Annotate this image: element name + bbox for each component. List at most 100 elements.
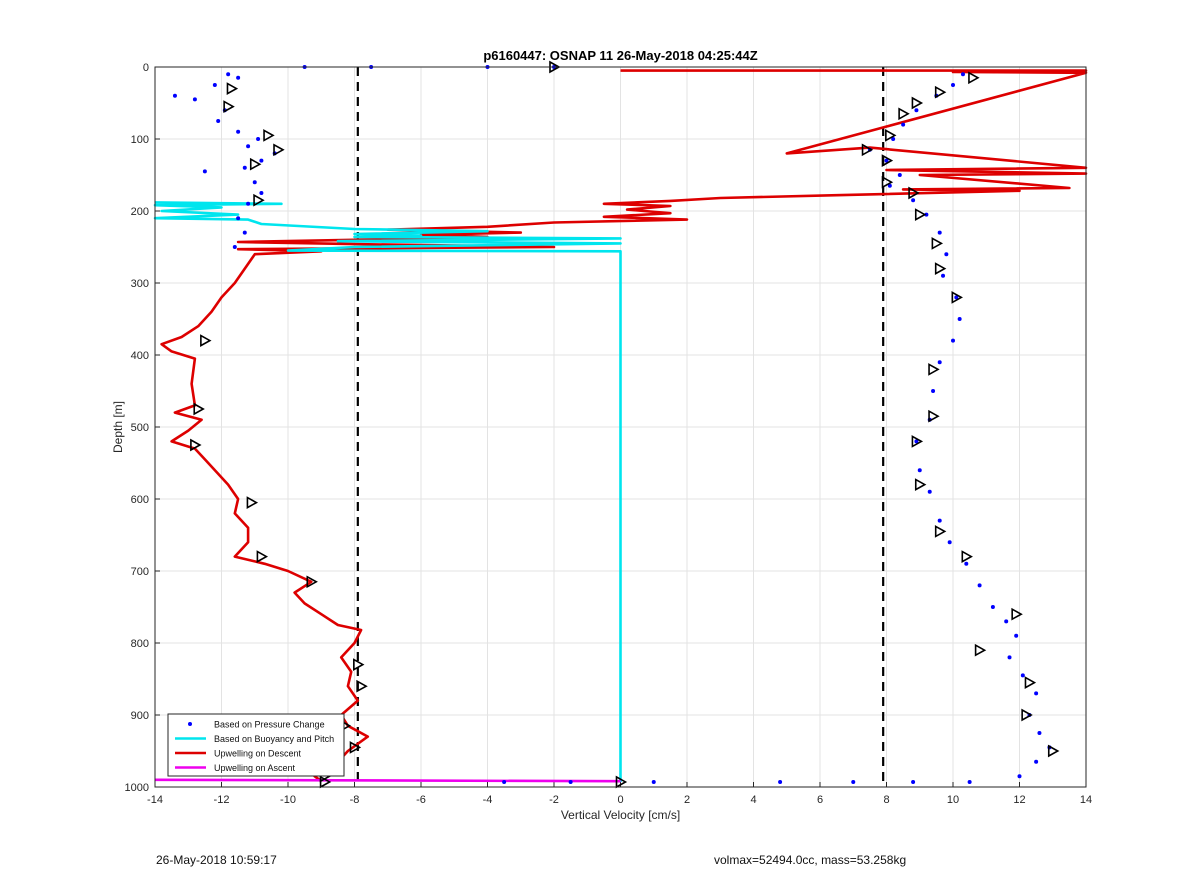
pressure-point <box>242 165 247 170</box>
pressure-point <box>568 779 573 784</box>
pressure-point <box>931 389 936 393</box>
pressure-point <box>246 144 251 149</box>
triangle-marker <box>961 550 973 563</box>
triangle-markers <box>190 60 1060 789</box>
triangle-marker <box>974 643 987 657</box>
triangle-marker <box>356 679 368 693</box>
y-tick-label: 1000 <box>125 782 149 794</box>
y-tick-label: 200 <box>131 206 149 218</box>
x-tick-label: -8 <box>350 794 360 806</box>
triangle-marker <box>911 96 924 110</box>
pressure-point <box>192 97 197 102</box>
pressure-point <box>914 439 919 444</box>
triangle-marker <box>928 363 940 376</box>
triangle-marker <box>934 262 947 275</box>
pressure-point <box>202 169 207 174</box>
x-tick-label: -6 <box>416 794 426 806</box>
axes-frame <box>154 66 1087 788</box>
pressure-point <box>951 83 955 87</box>
pressure-point <box>960 72 965 77</box>
triangle-marker <box>914 478 927 491</box>
y-tick-label: 600 <box>131 494 149 506</box>
triangle-marker <box>1024 676 1037 689</box>
x-tick-label: -2 <box>549 794 559 806</box>
pressure-point <box>941 273 946 278</box>
legend-swatch <box>188 722 192 726</box>
pressure-point <box>778 779 783 784</box>
pressure-point <box>242 230 247 235</box>
legend-box <box>167 713 345 777</box>
triangle-marker <box>1021 708 1033 722</box>
triangle-marker <box>200 334 212 347</box>
pressure-point <box>259 158 264 163</box>
triangle-marker <box>928 409 940 423</box>
triangle-marker <box>319 775 332 789</box>
pressure-point <box>236 216 241 221</box>
y-tick-label: 900 <box>131 710 149 722</box>
pressure-point <box>216 119 221 123</box>
pressure-point <box>917 468 922 473</box>
triangle-marker <box>861 143 874 157</box>
triangle-marker <box>1047 744 1060 758</box>
pressure-point <box>914 108 919 113</box>
pressure-point <box>954 295 959 300</box>
legend-label: Upwelling on Ascent <box>214 763 296 773</box>
pressure-point <box>1020 673 1025 678</box>
y-tick-label: 100 <box>131 134 149 146</box>
triangle-marker <box>223 100 235 113</box>
pressure-point <box>937 230 942 235</box>
triangle-marker <box>931 237 944 250</box>
series-line-upwelling-on-ascent <box>154 778 621 783</box>
x-tick-label: -12 <box>214 794 230 806</box>
triangle-marker <box>914 208 927 221</box>
triangle-marker <box>881 154 894 167</box>
footer-timestamp: 26-May-2018 10:59:17 <box>156 853 277 867</box>
y-tick-label: 800 <box>131 638 149 650</box>
pressure-point <box>252 180 257 185</box>
pressure-point <box>232 245 237 249</box>
triangle-marker <box>306 575 318 589</box>
pressure-point <box>887 183 892 188</box>
x-tick-label: 2 <box>684 794 690 806</box>
triangle-marker <box>190 438 202 452</box>
x-axis-label: Vertical Velocity [cm/s] <box>561 808 680 822</box>
triangle-marker <box>908 186 920 200</box>
pressure-point <box>977 583 982 588</box>
triangle-marker <box>911 435 924 448</box>
triangle-marker <box>898 107 910 121</box>
pressure-point <box>990 605 995 609</box>
pressure-point <box>1034 691 1039 696</box>
pressure-point <box>1017 774 1022 779</box>
x-tick-labels: -14 -12 -10 -8 -6 -4 -2 0 2 4 6 8 10 12 14 <box>147 794 1092 806</box>
triangle-marker <box>353 658 365 671</box>
triangle-marker <box>256 550 269 563</box>
triangle-marker <box>885 129 897 142</box>
legend: Based on Pressure Change Based on Buoyanc… <box>167 713 345 777</box>
y-tick-labels: 0 100 200 300 400 500 600 700 800 900 1000 <box>125 62 149 794</box>
y-tick-label: 400 <box>131 350 149 362</box>
pressure-point <box>1014 633 1019 638</box>
series-line-based-on-buoyancy-and-pitch <box>153 201 622 782</box>
triangle-marker <box>881 175 894 189</box>
triangle-marker <box>934 85 947 99</box>
pressure-change-points <box>172 65 1052 784</box>
y-tick-label: 700 <box>131 566 149 578</box>
pressure-point <box>246 201 251 206</box>
triangle-marker <box>263 129 275 142</box>
legend-label: Based on Pressure Change <box>214 720 325 730</box>
triangle-marker <box>246 496 259 509</box>
pressure-point <box>937 518 942 523</box>
pressure-point <box>924 212 929 217</box>
pressure-point <box>957 317 962 321</box>
pressure-point <box>172 93 177 98</box>
pressure-point <box>947 540 952 545</box>
pressure-point <box>884 158 889 163</box>
pressure-point <box>927 489 932 494</box>
pressure-point <box>937 360 942 365</box>
pressure-point <box>226 72 231 77</box>
pressure-point <box>259 191 264 195</box>
triangle-marker <box>968 71 980 85</box>
footer-volmax-mass: volmax=52494.0cc, mass=53.258kg <box>714 853 907 867</box>
y-tick-label: 500 <box>131 422 149 434</box>
x-tick-label: 8 <box>883 794 889 806</box>
